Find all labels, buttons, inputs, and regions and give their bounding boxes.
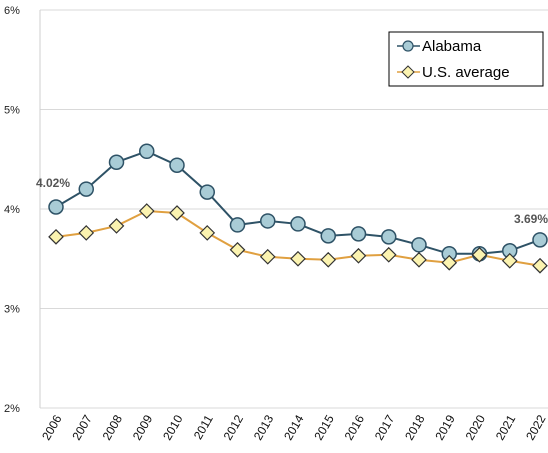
x-tick-label: 2017 [372,412,398,442]
x-tick-label: 2006 [39,412,65,442]
point-alabama [320,228,336,244]
point-u-s-average [501,252,518,269]
x-tick-label: 2011 [191,412,216,442]
point-u-s-average [532,257,548,274]
annotation-last-value: 3.69% [514,212,548,226]
point-alabama [78,181,94,197]
point-alabama [411,237,427,253]
point-alabama [139,143,155,160]
point-u-s-average [108,218,125,234]
legend-item-alabama: Alabama [397,38,482,55]
point-u-s-average [350,247,367,264]
y-tick-label: 5% [4,105,20,117]
x-tick-label: 2012 [221,412,247,442]
series-line-alabama [55,150,541,255]
point-alabama [229,217,246,233]
x-tick-label: 2009 [130,412,156,442]
point-u-s-average [229,241,246,258]
point-alabama [290,216,306,232]
x-tick-label: 2008 [100,412,126,442]
legend-us-average-marker [401,65,415,79]
point-u-s-average [441,254,458,271]
x-tick-label: 2020 [463,412,489,442]
point-u-s-average [411,251,427,268]
legend-box [388,31,544,87]
y-tick-label: 3% [4,304,20,316]
x-tick-label: 2019 [432,412,458,442]
y-tick-label: 6% [4,5,20,17]
point-alabama [260,213,276,229]
y-tick-label: 4% [4,204,20,216]
annotation-first-value: 4.02% [36,176,70,190]
point-u-s-average [169,205,185,221]
legend-us-average-label: U.S. average [422,64,510,81]
x-tick-label: 2013 [251,412,277,442]
x-tick-label: 2010 [160,412,186,442]
point-alabama [108,154,125,170]
x-tick-label: 2018 [402,412,428,442]
point-alabama [350,226,367,242]
point-alabama [48,199,64,215]
point-u-s-average [259,248,276,265]
point-u-s-average [471,246,488,263]
point-alabama [199,184,215,200]
legend-item-us-average: U.S. average [397,64,510,81]
x-tick-label: 2007 [69,412,95,442]
point-alabama [169,157,185,173]
point-alabama [381,229,397,245]
point-u-s-average [290,250,306,267]
x-tick-label: 2021 [493,412,519,442]
y-tick-label: 2% [4,403,20,415]
legend: Alabama U.S. average [388,31,544,87]
point-u-s-average [138,203,155,219]
point-alabama [532,232,548,248]
point-u-s-average [78,225,95,241]
legend-alabama-marker [402,40,414,52]
x-tick-label: 2014 [281,412,307,442]
point-u-s-average [48,229,64,245]
x-tick-label: 2015 [311,412,337,442]
point-u-s-average [199,225,216,241]
x-tick-label: 2016 [342,412,368,442]
point-u-s-average [380,246,397,263]
point-u-s-average [320,251,337,268]
legend-alabama-label: Alabama [422,38,482,55]
x-tick-label: 2022 [523,412,548,442]
